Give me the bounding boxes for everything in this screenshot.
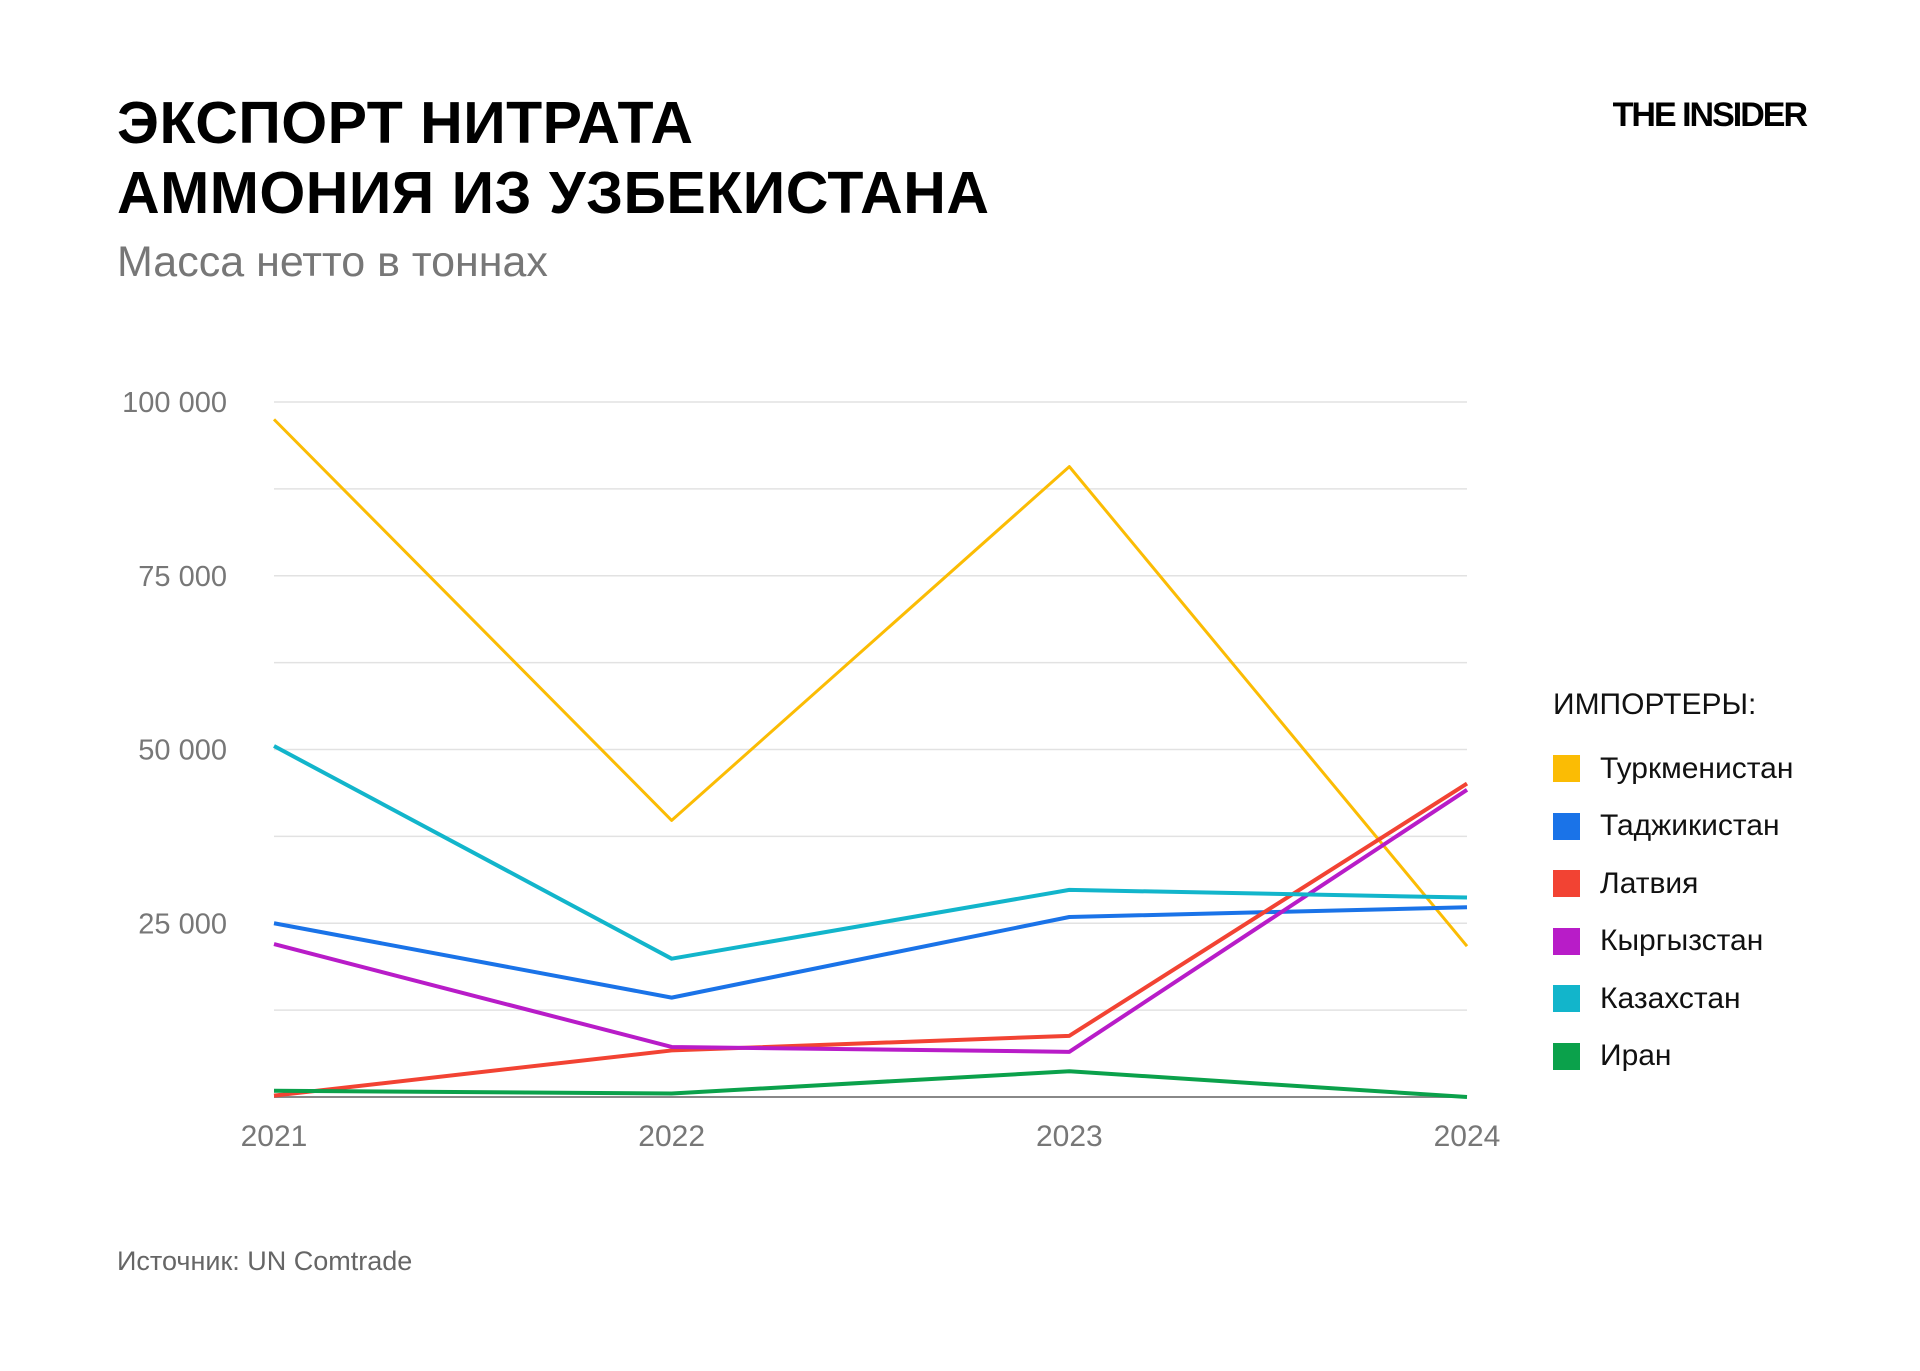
legend-label: Туркменистан [1600,751,1794,785]
y-tick-label: 100 000 [122,387,227,419]
y-tick-label: 25 000 [138,908,227,940]
title-line-1: ЭКСПОРТ НИТРАТА [117,90,694,156]
legend-label: Кыргызстан [1600,924,1764,958]
y-tick-label: 50 000 [138,735,227,767]
series-line-2 [273,905,1468,1000]
series-line-4 [273,788,1469,1054]
legend-swatch [1553,1042,1580,1070]
series-line-3 [273,781,1469,1098]
legend-item: Таджикистан [1553,798,1793,856]
the-insider-logo: THE INSIDER [1612,96,1808,134]
source-note: Источник: UN Comtrade [117,1246,413,1276]
legend-item: Туркменистан [1553,740,1793,798]
series-line-5 [273,744,1468,961]
legend-swatch [1553,870,1580,898]
legend: ИМПОРТЕРЫ: Туркменистан Таджикистан Латвия… [1553,688,1793,1085]
legend-label: Таджикистан [1600,809,1780,843]
legend-swatch [1553,927,1580,955]
series-line-1 [272,418,1469,948]
legend-swatch [1553,755,1580,783]
title-line-2: АММОНИЯ ИЗ УЗБЕКИСТАНА [117,160,990,226]
legend-swatch [1553,985,1580,1013]
series-line-6 [273,1069,1468,1099]
legend-title: ИМПОРТЕРЫ: [1553,688,1757,721]
legend-item: Иран [1553,1028,1793,1086]
x-tick-label: 2021 [241,1120,308,1153]
legend-label: Латвия [1600,866,1699,900]
legend-item: Кыргызстан [1553,913,1793,971]
legend-label: Иран [1600,1039,1672,1073]
chart-title: ЭКСПОРТ НИТРАТА АММОНИЯ ИЗ УЗБЕКИСТАНА [117,88,990,228]
legend-item: Латвия [1553,855,1793,913]
x-tick-label: 2022 [638,1120,705,1153]
legend-swatch [1553,812,1580,840]
legend-item: Казахстан [1553,970,1793,1028]
y-tick-label: 75 000 [138,561,227,593]
legend-label: Казахстан [1600,981,1741,1015]
chart-subtitle: Масса нетто в тоннах [117,238,548,286]
x-tick-label: 2023 [1036,1120,1103,1153]
x-tick-label: 2024 [1434,1120,1501,1153]
